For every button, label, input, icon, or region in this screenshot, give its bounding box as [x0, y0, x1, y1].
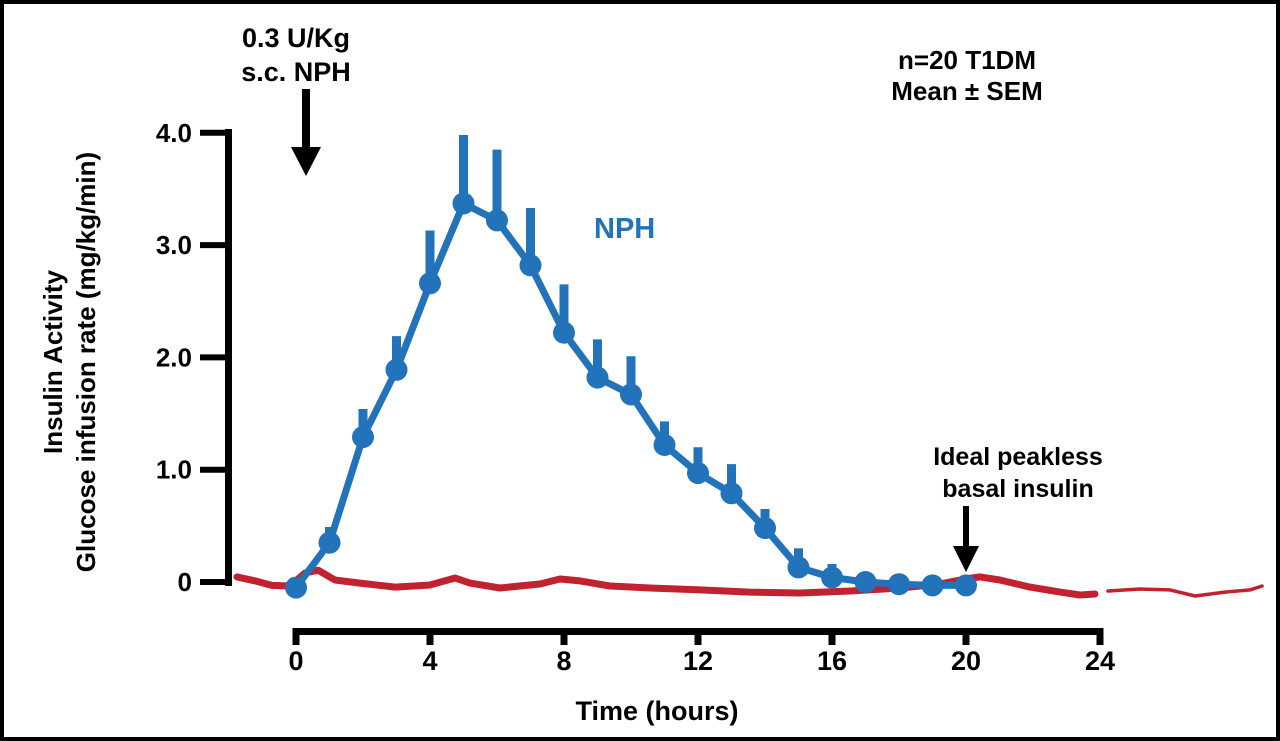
y-axis-title-line1: Insulin Activity — [38, 270, 68, 454]
nph-data-point — [754, 517, 776, 540]
x-tick-label: 20 — [951, 646, 981, 676]
y-axis-title-line2: Glucose infusion rate (mg/kg/min) — [71, 151, 101, 573]
x-tick-label: 8 — [556, 646, 571, 676]
injection-annotation: 0.3 U/Kg s.c. NPH — [241, 21, 351, 89]
nph-data-point — [285, 576, 307, 599]
nph-data-point — [586, 366, 609, 389]
nph-data-point — [921, 574, 944, 597]
nph-data-point — [955, 574, 977, 597]
basal-annotation-line1: Ideal peakless — [933, 443, 1103, 471]
y-axis-title: Insulin Activity Glucose infusion rate (… — [37, 152, 103, 572]
y-tick-label: 3.0 — [156, 230, 192, 260]
injection-annotation-line2: s.c. NPH — [241, 57, 351, 87]
basal-arrow — [953, 506, 979, 572]
nph-data-point — [620, 383, 642, 406]
basal-annotation-line2: basal insulin — [942, 475, 1094, 503]
nph-data-point — [519, 254, 542, 277]
x-tick-label: 12 — [683, 646, 713, 676]
nph-data-point — [687, 462, 709, 485]
nph-data-point — [821, 566, 843, 589]
nph-series-label: NPH — [594, 213, 656, 245]
nph-data-point — [888, 573, 910, 596]
nph-data-point — [452, 192, 475, 215]
nph-data-point — [352, 426, 374, 449]
nph-data-point — [486, 209, 508, 232]
injection-arrow — [291, 89, 321, 176]
injection-annotation-line1: 0.3 U/Kg — [241, 23, 351, 53]
axes: 0 1.0 2.0 3.0 4.0 0 4 8 12 16 20 24 — [156, 118, 1115, 676]
x-tick-label: 4 — [422, 646, 437, 676]
nph-series — [285, 135, 977, 599]
cohort-annotation-line1: n=20 T1DM — [898, 45, 1036, 75]
nph-data-point — [419, 272, 441, 295]
nph-data-point — [854, 571, 877, 593]
x-tick-label: 16 — [817, 646, 847, 676]
nph-data-point — [720, 482, 743, 505]
y-tick-label: 0 — [178, 567, 192, 597]
cohort-annotation: n=20 T1DM Mean ± SEM — [891, 45, 1043, 107]
basal-annotation: Ideal peakless basal insulin — [933, 441, 1103, 505]
nph-data-point — [553, 321, 575, 344]
nph-data-point — [653, 434, 676, 456]
y-tick-label: 4.0 — [156, 118, 192, 148]
y-tick-label: 1.0 — [156, 455, 192, 485]
x-tick-label: 24 — [1085, 646, 1115, 676]
nph-data-point — [385, 358, 408, 381]
x-tick-label: 0 — [288, 646, 303, 676]
nph-data-point — [318, 531, 341, 554]
basal-insulin-line — [233, 566, 1264, 599]
cohort-annotation-line2: Mean ± SEM — [891, 76, 1043, 106]
y-tick-label: 2.0 — [156, 342, 192, 372]
nph-data-point — [787, 556, 810, 579]
x-axis-title: Time (hours) — [575, 696, 739, 726]
